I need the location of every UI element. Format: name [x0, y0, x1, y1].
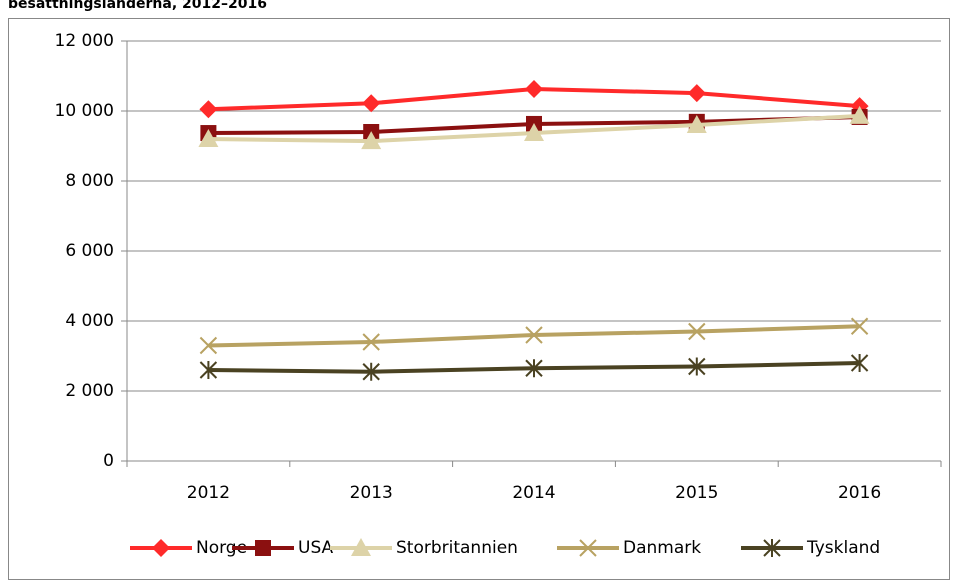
marker: [351, 538, 371, 556]
legend-item: Danmark: [557, 538, 701, 558]
marker: [688, 357, 706, 376]
marker: [688, 322, 706, 341]
marker: [686, 115, 707, 133]
legend-label: Norge: [196, 538, 247, 558]
marker: [850, 317, 869, 335]
marker: [362, 362, 380, 381]
marker: [579, 539, 597, 557]
y-tick-label: 6 000: [65, 241, 114, 261]
x-tick-label: 2014: [512, 483, 555, 503]
y-tick-label: 0: [103, 451, 114, 471]
legend-item: USA: [232, 538, 334, 558]
legend-item: Tyskland: [741, 538, 880, 558]
legend-label: USA: [298, 538, 334, 558]
legend-label: Danmark: [623, 538, 701, 558]
marker: [763, 539, 781, 557]
legend-item: Storbritannien: [330, 538, 518, 558]
x-tick-label: 2013: [350, 483, 393, 503]
marker: [525, 326, 543, 344]
marker: [199, 336, 218, 355]
marker: [199, 100, 218, 119]
legend-label: Storbritannien: [396, 538, 518, 558]
legend-item: Norge: [130, 538, 247, 558]
x-tick-label: 2016: [838, 483, 881, 503]
marker: [362, 333, 380, 351]
marker: [524, 123, 544, 142]
y-tick-label: 4 000: [65, 311, 114, 331]
marker: [255, 540, 271, 556]
marker: [850, 354, 869, 372]
marker: [525, 79, 543, 98]
y-tick-label: 2 000: [65, 381, 114, 401]
x-tick-label: 2015: [675, 483, 718, 503]
marker: [687, 84, 706, 103]
y-tick-label: 12 000: [55, 31, 114, 51]
chart-title: besättningsländerna, 2012–2016: [8, 0, 267, 12]
x-tick-label: 2012: [187, 483, 230, 503]
legend-label: Tyskland: [806, 538, 880, 558]
marker: [362, 94, 381, 113]
chart-border: [8, 18, 950, 580]
marker: [525, 359, 543, 378]
marker: [849, 105, 870, 124]
marker: [199, 361, 218, 379]
marker: [361, 131, 382, 150]
y-tick-label: 8 000: [65, 171, 114, 191]
marker: [152, 539, 170, 557]
marker: [198, 129, 219, 147]
y-tick-label: 10 000: [55, 101, 114, 121]
